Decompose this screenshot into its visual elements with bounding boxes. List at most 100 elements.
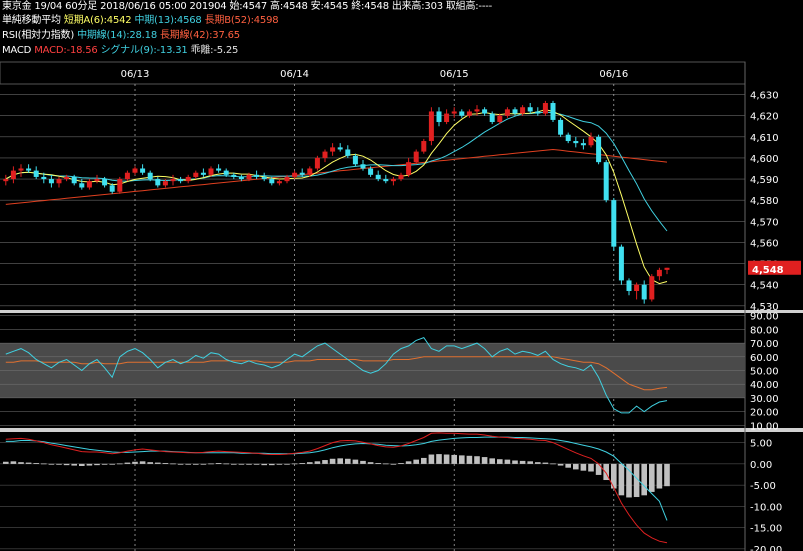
last-price-label: 4,548: [752, 265, 784, 276]
rsi-long-value: 長期線(42):37.65: [160, 30, 240, 41]
macd-hist-bar: [109, 463, 115, 465]
macd-hist-bar: [200, 463, 207, 465]
candle-body: [375, 174, 381, 180]
candle-body: [535, 111, 541, 114]
macd-hist-bar: [626, 463, 632, 498]
rsi-tick-label: 80.00: [750, 325, 779, 336]
ohlc-summary: 東京金 19/04 60分足 2018/06/16 05:00 201904 始…: [2, 1, 493, 12]
macd-hist-bar: [3, 461, 9, 464]
macd-hist-bar: [383, 463, 389, 465]
macd-hist-bar: [481, 457, 488, 464]
macd-hist-bar: [177, 463, 184, 465]
candle-body: [444, 113, 450, 123]
candle-body: [656, 269, 662, 277]
candle-body: [193, 172, 199, 177]
candle-body: [231, 174, 237, 177]
price-tick-label: 4,560: [750, 238, 779, 249]
macd-hist-bar: [474, 456, 480, 464]
macd-hist-bar: [367, 462, 374, 464]
candle-body: [459, 111, 465, 116]
macd-hist-bar: [41, 463, 47, 465]
macd-hist-bar: [588, 463, 594, 472]
candle-body: [147, 172, 153, 180]
macd-hist-bar: [656, 463, 663, 489]
candle-body: [322, 151, 328, 158]
candle-body: [292, 172, 298, 177]
macd-hist-bar: [451, 454, 457, 464]
macd-hist-bar: [71, 463, 77, 466]
candle-body: [421, 141, 427, 152]
macd-hist-bar: [421, 457, 427, 464]
date-label: 06/13: [121, 69, 150, 80]
macd-hist-bar: [10, 461, 17, 464]
last-price-badge: [748, 260, 801, 275]
candle-body: [641, 284, 647, 300]
price-tick-label: 4,620: [750, 112, 779, 123]
macd-hist-bar: [504, 459, 511, 464]
price-tick-label: 4,540: [750, 281, 779, 292]
macd-value: MACD:-18.56: [34, 45, 98, 56]
candle-body: [352, 155, 358, 165]
candle-body: [223, 170, 229, 175]
macd-hist-bar: [329, 458, 336, 464]
rsi-tick-label: 90.00: [750, 312, 779, 323]
candle-body: [10, 170, 16, 180]
candle-body: [482, 109, 488, 114]
ma-long-line: [5, 148, 668, 205]
macd-hist-bar: [436, 454, 442, 464]
macd-pane: 5.00 0.00 -5.00 -10.00 -15.00 -20.00: [0, 432, 782, 551]
macd-hist-bar: [94, 463, 100, 466]
candle-body: [611, 200, 617, 247]
macd-hist-bar: [253, 463, 260, 465]
macd-hist-bar: [238, 463, 245, 465]
macd-hist-bar: [269, 463, 275, 466]
macd-tick-label: -15.00: [750, 524, 782, 535]
candle-body: [238, 176, 244, 180]
rsi-tick-label: 30.00: [750, 394, 779, 405]
macd-hist-bar: [459, 455, 465, 464]
macd-hist-bar: [56, 463, 62, 465]
macd-hist-bar: [489, 458, 495, 464]
macd-hist-bar: [360, 460, 366, 464]
candle-body: [451, 111, 457, 114]
macd-hist-bar: [413, 459, 419, 464]
signal-line: [5, 436, 668, 521]
candle-body: [185, 176, 191, 182]
price-grid: [0, 84, 745, 551]
candle-body: [48, 179, 54, 184]
macd-hist-bar: [155, 462, 161, 464]
macd-tick-label: -10.00: [750, 502, 782, 513]
macd-hist-bar: [231, 463, 237, 465]
macd-hist-bar: [649, 463, 655, 492]
macd-hist-bar: [291, 463, 298, 465]
candle-body: [664, 267, 670, 270]
candle-body: [208, 168, 214, 175]
candle-body: [314, 157, 320, 169]
macd-hist-bar: [48, 463, 55, 465]
macd-hist-bar: [337, 458, 343, 464]
ma-short-line: [5, 109, 668, 285]
price-tick-label: 4,630: [750, 91, 779, 102]
candle-body: [170, 179, 176, 182]
date-label: 06/15: [440, 69, 469, 80]
macd-hist-bar: [565, 463, 571, 468]
macd-hist-bar: [170, 463, 176, 465]
price-tick-label: 4,600: [750, 154, 779, 165]
candle-body: [428, 111, 434, 142]
candle-body: [261, 176, 267, 180]
candle-body: [474, 109, 480, 112]
rsi-tick-label: 20.00: [750, 408, 779, 419]
candle-body: [71, 176, 77, 184]
macd-hist-bar: [603, 463, 609, 481]
pane-separator: [0, 428, 803, 432]
candle-body: [64, 176, 70, 180]
macd-hist-bar: [162, 463, 169, 464]
candle-body: [200, 172, 206, 175]
macd-hist-bar: [25, 462, 32, 464]
candle-body: [246, 174, 252, 180]
macd-hist-bar: [519, 460, 526, 464]
macd-hist-bar: [223, 463, 229, 465]
candle-body: [276, 181, 282, 184]
macd-tick-label: 5.00: [750, 439, 772, 450]
